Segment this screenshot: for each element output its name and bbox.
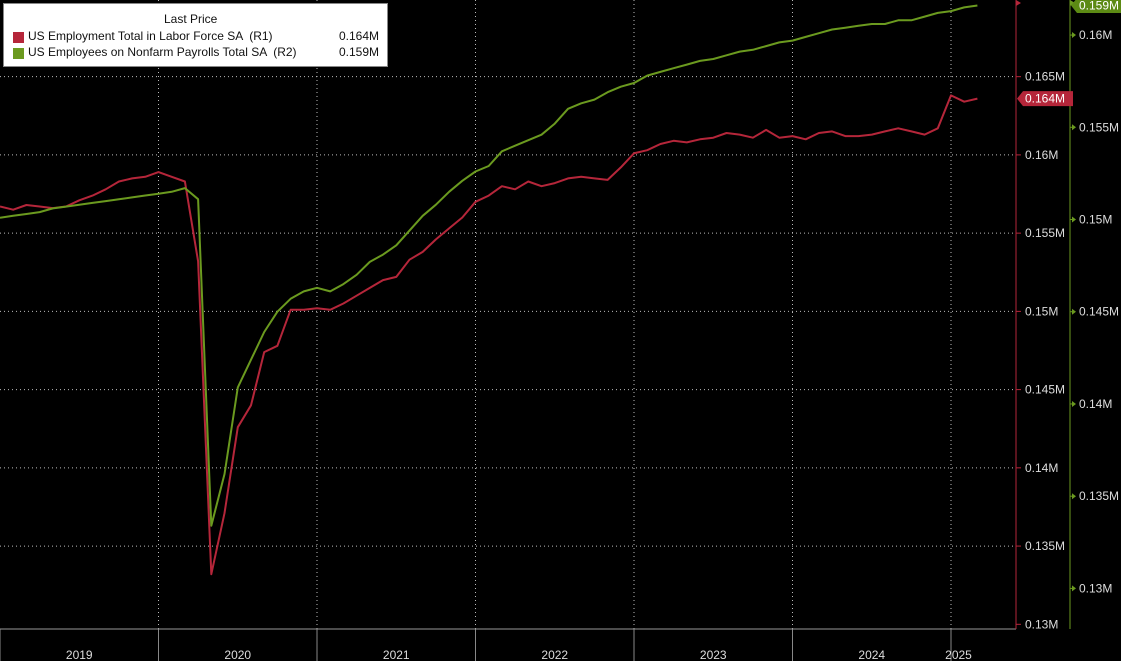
x-tick-label: 2022 <box>541 648 568 661</box>
x-tick-label: 2025 <box>945 648 972 661</box>
last-value-tag-nonfarm <box>1071 0 1121 14</box>
left-tick-label: 0.15M <box>1025 304 1058 318</box>
right-tick-marker <box>1072 32 1076 39</box>
right-axis: 0.13M 0.135M 0.14M 0.145M 0.15M 0.155M 0.16M <box>1069 0 1119 629</box>
series-line-employment <box>0 94 978 576</box>
right-tick-label: 0.16M <box>1079 28 1112 42</box>
legend-label-nonfarm: US Employees on Nonfarm Payrolls Total S… <box>28 45 297 59</box>
left-tick-label: 0.155M <box>1025 226 1065 240</box>
x-tick-label: 2024 <box>858 648 885 661</box>
last-value-label-nonfarm: 0.159M <box>1079 0 1119 13</box>
last-value-tag-employment <box>1017 91 1073 107</box>
legend-swatch-nonfarm <box>13 48 24 59</box>
right-tick-marker <box>1072 585 1076 592</box>
series-line-nonfarm <box>0 4 978 527</box>
right-tick-label: 0.155M <box>1079 120 1119 134</box>
right-tick-label: 0.15M <box>1079 213 1112 227</box>
legend-swatch-employment <box>13 32 24 43</box>
left-axis: 0.13M 0.135M 0.14M 0.145M 0.15M 0.155M 0.16M 0.… <box>1015 0 1065 631</box>
left-tick-label: 0.13M <box>1025 617 1058 631</box>
right-tick-label: 0.145M <box>1079 305 1119 319</box>
left-tick-label: 0.145M <box>1025 383 1065 397</box>
right-tick-marker <box>1072 308 1076 315</box>
x-tick-label: 2023 <box>700 648 727 661</box>
left-tick-label: 0.135M <box>1025 539 1065 553</box>
right-tick-label: 0.13M <box>1079 581 1112 595</box>
x-tick-label: 2021 <box>383 648 410 661</box>
legend-value-employment: 0.164M <box>339 29 380 43</box>
legend-item-employment: US Employment Total in Labor Force SA (R… <box>13 29 383 44</box>
right-axis-arrow <box>1070 0 1075 6</box>
last-value-label-employment: 0.164M <box>1025 92 1065 106</box>
legend-value-nonfarm: 0.159M <box>339 45 380 59</box>
right-tick-label: 0.14M <box>1079 397 1112 411</box>
x-tick-label: 2020 <box>224 648 251 661</box>
last-value-labels: 0.164M 0.159M <box>1017 0 1121 107</box>
left-axis-arrow <box>1016 0 1021 6</box>
legend-label-employment: US Employment Total in Labor Force SA (R… <box>28 29 273 43</box>
legend: Last Price US Employment Total in Labor … <box>3 3 388 67</box>
legend-header: Last Price <box>164 12 218 26</box>
left-tick-label: 0.165M <box>1025 70 1065 84</box>
grid <box>0 0 1016 629</box>
x-axis: 2019 2020 2021 2022 2023 2024 2025 <box>0 628 1016 661</box>
left-tick-label: 0.14M <box>1025 461 1058 475</box>
right-tick-marker <box>1072 216 1076 223</box>
left-tick-label: 0.16M <box>1025 148 1058 162</box>
right-tick-marker <box>1072 400 1076 407</box>
x-tick-label: 2019 <box>66 648 93 661</box>
series-lines <box>0 4 978 576</box>
right-tick-label: 0.135M <box>1079 489 1119 503</box>
right-tick-marker <box>1072 124 1076 131</box>
legend-item-nonfarm: US Employees on Nonfarm Payrolls Total S… <box>13 45 383 60</box>
right-tick-marker <box>1072 493 1076 500</box>
